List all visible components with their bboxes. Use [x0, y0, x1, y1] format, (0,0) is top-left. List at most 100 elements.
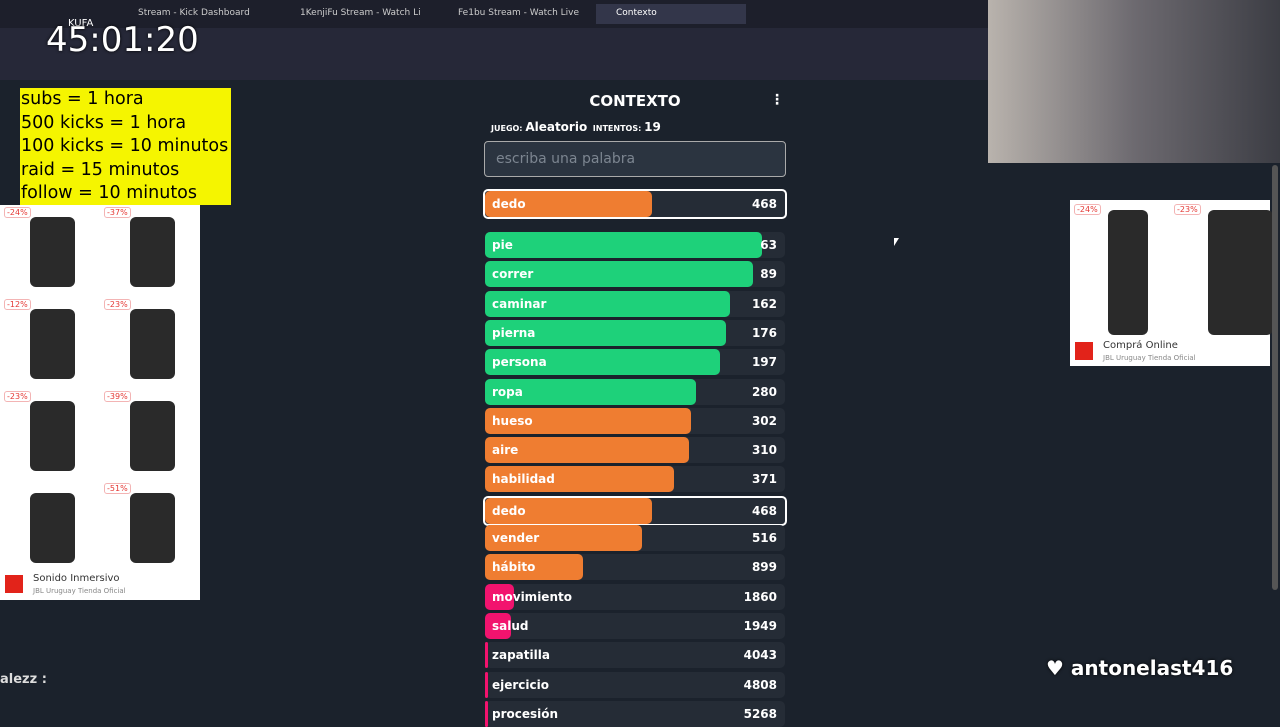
ad-logo	[1075, 342, 1093, 360]
ad-left: -24% -37% -12% -23% -23% -39% -51% Sonido Inmer…	[0, 205, 200, 600]
ad-headline: Comprá Online	[1103, 340, 1178, 351]
scrollbar	[1272, 165, 1278, 590]
guess-rank: 468	[751, 197, 777, 211]
rank-bar	[485, 466, 674, 493]
rank-bar	[485, 378, 697, 405]
goal-line: 500 kicks = 1 hora	[21, 112, 187, 133]
guess-rank: 89	[760, 267, 777, 282]
tab[interactable]: Fe1bu Stream - Watch Live	[458, 8, 580, 18]
guess-row: pie 63	[485, 232, 785, 258]
guess-row: habilidad 371	[485, 466, 785, 493]
guess-rank: 371	[751, 472, 777, 487]
guess-row: salud 1949	[485, 612, 785, 639]
product-image	[1108, 210, 1148, 335]
overlay-name: KUFA	[68, 18, 94, 29]
rank-bar	[485, 437, 689, 464]
game-info: JUEGO: Aleatorio INTENTOS: 19	[491, 120, 661, 134]
guess-rank: 162	[751, 296, 777, 311]
chat-user: alezz :	[0, 672, 47, 687]
guess-rank: 1860	[743, 589, 777, 604]
rank-bar	[485, 525, 643, 551]
product-image	[30, 493, 75, 563]
ad-advertiser: JBL Uruguay Tienda Oficial	[33, 587, 126, 595]
rank-bar	[485, 671, 488, 698]
guess-row: correr 89	[485, 261, 785, 288]
rank-bar	[485, 583, 515, 610]
guess-rank: 899	[751, 560, 777, 575]
rank-bar	[485, 554, 583, 581]
goal-line: subs = 1 hora	[21, 89, 144, 109]
guess-rank: 197	[751, 355, 777, 370]
product-image	[1208, 210, 1273, 335]
guess-rank: 468	[751, 503, 777, 518]
guess-row: hábito 899	[485, 554, 785, 581]
guess-word: salud	[492, 618, 529, 633]
menu[interactable]: ⋮	[770, 92, 784, 108]
word-input[interactable]: escriba una palabra	[484, 141, 786, 177]
timer: 45:01:20	[46, 20, 199, 60]
guess-word: habilidad	[492, 472, 555, 487]
guess-word: pierna	[492, 325, 536, 340]
discount-badge: -23%	[1174, 204, 1201, 215]
discount-badge: -24%	[1074, 204, 1101, 215]
rank-bar	[485, 232, 763, 258]
ad-logo	[5, 575, 23, 593]
guess-rank: 280	[751, 384, 777, 399]
guess-row: caminar 162	[485, 290, 785, 317]
product-image	[30, 217, 75, 287]
goal-line: 100 kicks = 10 minutos	[21, 136, 229, 156]
guess-word: dedo	[492, 503, 526, 518]
rank-bar	[485, 642, 488, 669]
cursor	[894, 238, 899, 246]
product-image	[30, 309, 75, 379]
guess-rank: 4043	[743, 648, 777, 663]
follow-alert: ♥ antonelast416	[1046, 656, 1234, 680]
guess-row: dedo 468	[483, 495, 787, 526]
guess-row: ejercicio 4808	[485, 671, 785, 698]
guess-row: aire 310	[485, 437, 785, 464]
guess-row: ropa 280	[485, 378, 785, 405]
ad-headline: Sonido Inmersivo	[33, 573, 120, 584]
discount-badge: -12%	[4, 299, 31, 310]
guess-word: procesión	[492, 706, 559, 721]
guess-rank: 1949	[743, 618, 777, 633]
guess-row: persona 197	[485, 349, 785, 376]
goal-line: raid = 15 minutos	[21, 159, 180, 180]
discount-badge: -23%	[4, 391, 31, 402]
guess-word: hábito	[492, 560, 536, 575]
guess-row: zapatilla 4043	[485, 642, 785, 669]
guess-row: hueso 302	[485, 407, 785, 434]
goal-line: follow = 10 minutos	[21, 183, 198, 203]
guess-row: movimiento 1860	[485, 583, 785, 610]
rank-bar	[485, 700, 488, 727]
toolbar	[0, 28, 988, 80]
guess-word: ejercicio	[492, 677, 550, 692]
discount-badge: -39%	[104, 391, 131, 402]
guess-rank: 516	[751, 531, 777, 545]
guess-row: vender 516	[485, 525, 785, 551]
tab[interactable]: 1KenjiFu Stream - Watch Li	[300, 8, 421, 18]
tab[interactable]: Contexto	[596, 4, 746, 24]
product-image	[30, 401, 75, 471]
guess-word: movimiento	[492, 589, 572, 604]
label: INTENTOS:	[592, 124, 642, 133]
guess-word: ropa	[492, 384, 523, 399]
guess-row: pierna 176	[485, 319, 785, 346]
value: Aleatorio	[525, 120, 588, 134]
guess-word: hueso	[492, 413, 533, 428]
discount-badge: -24%	[4, 207, 31, 218]
rank-bar	[485, 349, 720, 376]
rank-bar	[485, 191, 653, 217]
webcam	[988, 0, 1280, 163]
value: 19	[644, 120, 661, 134]
guess-row: procesión 5268	[485, 700, 785, 727]
rank-bar	[485, 407, 691, 434]
ad-advertiser: JBL Uruguay Tienda Oficial	[1103, 354, 1196, 362]
tab[interactable]: Stream - Kick Dashboard	[138, 8, 250, 18]
guess-word: dedo	[492, 197, 526, 211]
guess-rank: 5268	[743, 706, 777, 721]
guess-word: caminar	[492, 296, 547, 311]
goals: subs = 1 hora 500 kicks = 1 hora 100 kicks…	[20, 88, 231, 205]
